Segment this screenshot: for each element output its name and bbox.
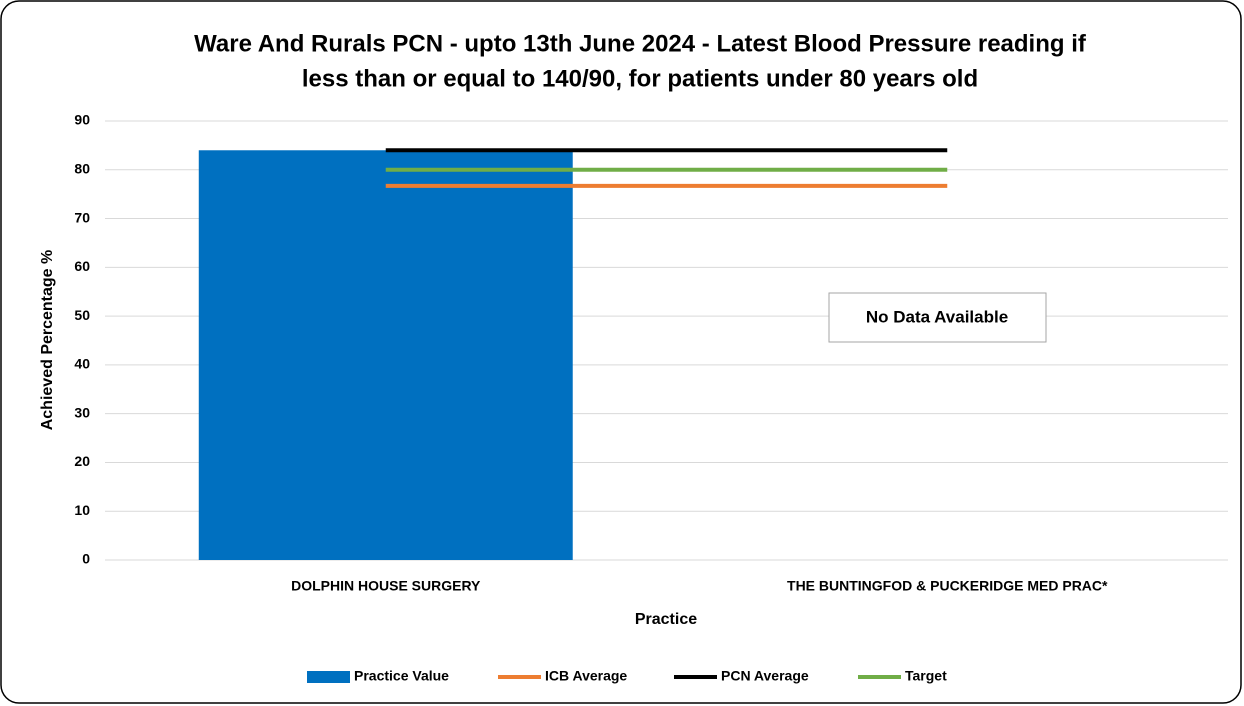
y-tick-label: 0: [82, 551, 90, 567]
y-tick-label: 80: [74, 160, 90, 176]
legend-label: PCN Average: [721, 668, 809, 684]
y-tick-label: 10: [74, 502, 90, 518]
y-tick-label: 90: [74, 112, 90, 128]
y-tick-label: 50: [74, 307, 90, 323]
x-axis-label: Practice: [635, 611, 697, 628]
y-tick-label: 30: [74, 404, 90, 420]
annotation: No Data Available: [866, 307, 1008, 326]
y-tick-label: 60: [74, 258, 90, 274]
legend-label: Practice Value: [354, 668, 449, 684]
y-axis-label: Achieved Percentage %: [39, 250, 56, 431]
annotation-box: [828, 292, 1047, 343]
y-tick-label: 20: [74, 453, 90, 469]
y-tick-label: 70: [74, 209, 90, 225]
chart-title: less than or equal to 140/90, for patien…: [302, 65, 978, 92]
bar: [198, 150, 573, 560]
x-tick-label: DOLPHIN HOUSE SURGERY: [291, 578, 481, 594]
x-tick-label: THE BUNTINGFOD & PUCKERIDGE MED PRAC*: [787, 578, 1108, 594]
y-tick-label: 40: [74, 356, 90, 372]
legend-label: Target: [905, 668, 947, 684]
legend-swatch: [307, 671, 350, 683]
legend-label: ICB Average: [545, 668, 627, 684]
chart-title: Ware And Rurals PCN - upto 13th June 202…: [194, 30, 1087, 57]
